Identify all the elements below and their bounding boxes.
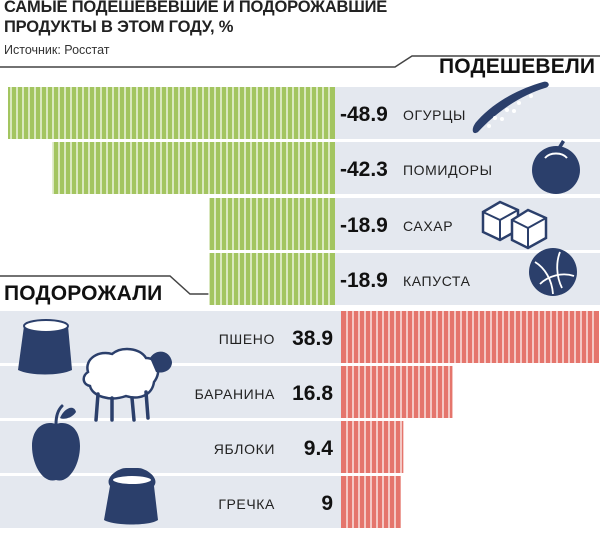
source-note: Источник: Росстат [4,43,110,57]
value-label-cheaper: -48.9 [340,103,388,126]
divider-cheaper [0,55,600,68]
row-band-cheaper [335,198,600,250]
category-label-cheaper: САХАР [403,218,453,234]
row-band-cheaper [335,87,600,139]
category-label-pricier: БАРАНИНА [195,386,275,402]
value-label-pricier: 9 [321,492,333,515]
tomato-icon [532,140,580,194]
bar-1-cheaper [8,87,335,139]
value-label-cheaper: -42.3 [340,158,388,181]
section-label-cheaper: ПОДЕШЕВЕЛИ [439,55,596,78]
bar-2-cheaper [52,142,335,194]
bar-3-pricier [341,421,404,473]
row-band-pricier [0,366,341,418]
title-line-2: ПРОДУКТЫ В ЭТОМ ГОДУ, % [4,18,234,36]
buckwheat-sack-icon [104,468,158,525]
cabbage-icon [529,248,577,296]
bar-4-cheaper [208,253,335,305]
category-label-pricier: ЯБЛОКИ [214,441,275,457]
value-label-pricier: 38.9 [292,327,333,350]
category-label-cheaper: ОГУРЦЫ [403,107,466,123]
category-label-cheaper: КАПУСТА [403,273,471,289]
section-label-pricier: ПОДОРОЖАЛИ [4,282,163,305]
category-label-cheaper: ПОМИДОРЫ [403,162,493,178]
value-label-pricier: 16.8 [292,382,333,405]
bar-1-pricier [341,311,599,363]
category-label-pricier: ПШЕНО [219,331,275,347]
apple-icon [32,404,80,481]
value-label-cheaper: -18.9 [340,214,388,237]
category-label-pricier: ГРЕЧКА [218,496,275,512]
chart-title: САМЫЕ ПОДЕШЕВЕВШИЕ И ПОДОРОЖАВШИЕ ПРОДУК… [4,0,387,37]
row-band-pricier [0,476,341,528]
cucumber-icon [472,81,549,134]
sheep-icon [82,347,172,422]
value-label-pricier: 9.4 [304,437,334,460]
bar-3-cheaper [208,198,335,250]
title-line-1: САМЫЕ ПОДЕШЕВЕВШИЕ И ПОДОРОЖАВШИЕ [4,0,388,16]
millet-sack-icon [18,319,72,375]
value-label-cheaper: -18.9 [340,269,388,292]
sugar-cubes-icon [481,200,548,250]
bar-2-pricier [341,366,453,418]
